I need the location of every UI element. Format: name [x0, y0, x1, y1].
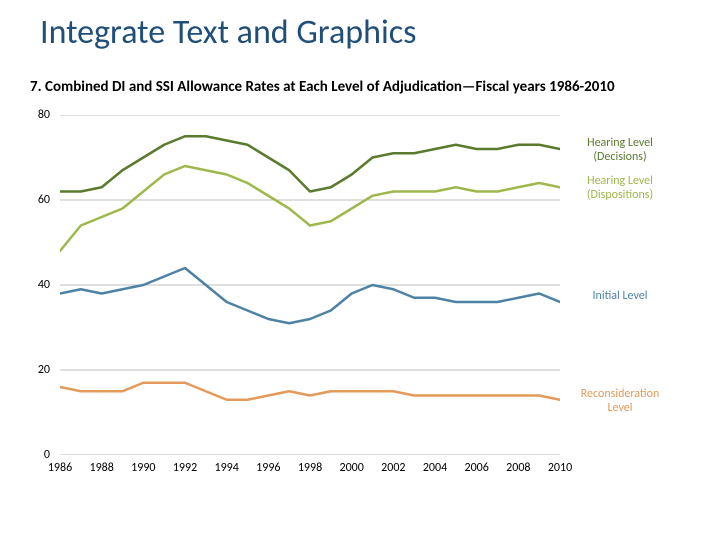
x-tick-label: 1996	[256, 461, 280, 475]
series-label-line: Initial Level	[565, 290, 675, 304]
chart-container: 0 20 40 60 80 1986 1988 1990 1992 1994 1996 1998 20…	[30, 105, 690, 485]
series-label-initial: Initial Level	[565, 290, 675, 304]
chart-svg	[60, 115, 560, 455]
x-tick-label: 2000	[339, 461, 363, 475]
series-line-initial	[60, 268, 560, 323]
x-tick-label: 1994	[214, 461, 238, 475]
x-tick-label: 2002	[381, 461, 405, 475]
y-tick-label: 0	[44, 448, 50, 462]
x-tick-label: 1992	[173, 461, 197, 475]
page-title: Integrate Text and Graphics	[40, 12, 416, 53]
x-tick-label: 1988	[89, 461, 113, 475]
y-tick-label: 60	[38, 193, 50, 207]
series-label-line: Reconsideration	[565, 388, 675, 402]
series-line-hearing_dispositions	[60, 166, 560, 251]
gridlines	[60, 115, 560, 455]
series-label-line: (Decisions)	[565, 151, 675, 165]
x-tick-label: 2004	[423, 461, 447, 475]
x-axis-labels: 1986198819901992199419961998200020022004…	[60, 461, 560, 485]
series-lines	[60, 136, 560, 400]
y-axis-labels: 020406080	[30, 115, 58, 455]
series-label-line: Level	[565, 402, 675, 416]
series-label-hearing_decisions: Hearing Level(Decisions)	[565, 137, 675, 165]
series-labels: Hearing Level(Decisions)Hearing Level(Di…	[565, 115, 685, 455]
series-line-reconsideration	[60, 383, 560, 400]
series-label-line: (Dispositions)	[565, 189, 675, 203]
series-label-hearing_dispositions: Hearing Level(Dispositions)	[565, 175, 675, 203]
y-tick-label: 40	[38, 278, 50, 292]
x-tick-label: 1986	[48, 461, 72, 475]
x-tick-label: 1990	[131, 461, 155, 475]
y-tick-label: 80	[38, 108, 50, 122]
x-tick-label: 1998	[298, 461, 322, 475]
series-label-reconsideration: ReconsiderationLevel	[565, 388, 675, 416]
x-tick-label: 2006	[464, 461, 488, 475]
plot-area	[60, 115, 560, 455]
series-label-line: Hearing Level	[565, 137, 675, 151]
chart-subtitle: 7. Combined DI and SSI Allowance Rates a…	[30, 78, 615, 96]
y-tick-label: 20	[38, 363, 50, 377]
slide: Integrate Text and Graphics 7. Combined …	[0, 0, 720, 540]
x-tick-label: 2008	[506, 461, 530, 475]
x-tick-label: 2010	[548, 461, 572, 475]
series-line-hearing_decisions	[60, 136, 560, 191]
series-label-line: Hearing Level	[565, 175, 675, 189]
